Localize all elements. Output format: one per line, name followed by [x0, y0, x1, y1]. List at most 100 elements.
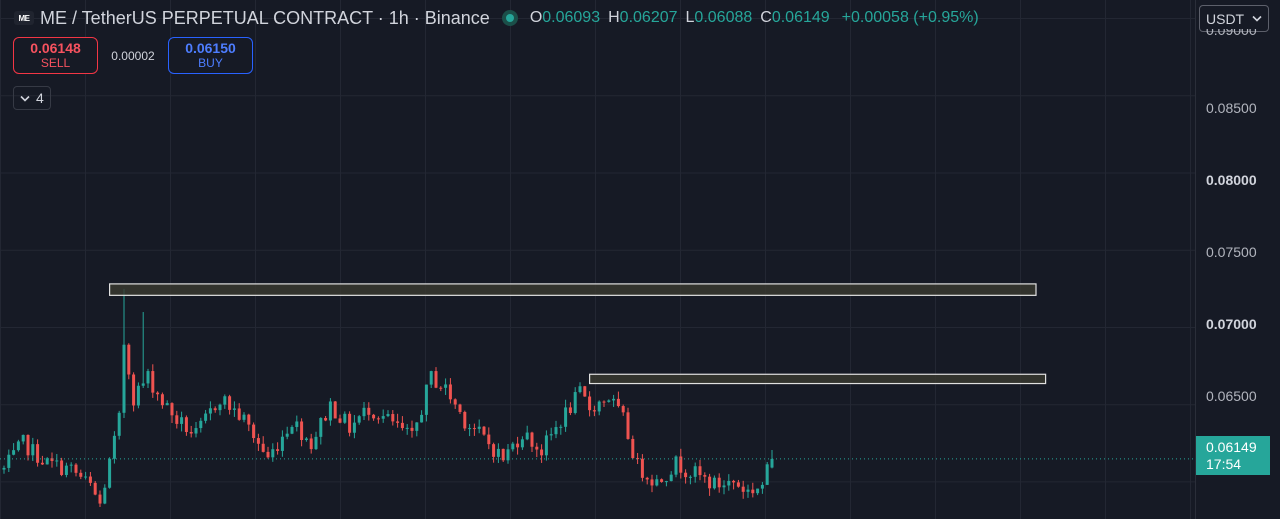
ohlc-values: O0.06093 H0.06207 L0.06088 C0.06149 +0.0…	[530, 9, 979, 27]
sell-label: SELL	[40, 55, 71, 70]
candle-body	[60, 460, 64, 475]
candle-body	[204, 413, 208, 421]
chart-grid	[0, 0, 1195, 519]
spread-value: 0.00002	[111, 48, 155, 63]
candle-body	[180, 417, 184, 424]
trade-panel: 0.06148 SELL 0.00002 0.06150 BUY	[13, 37, 253, 74]
candle-body	[21, 434, 25, 442]
candle-body	[146, 371, 150, 384]
candle-body	[396, 421, 400, 423]
open-label: O	[529, 9, 543, 26]
candle-body	[79, 472, 83, 477]
open-value: 0.06093	[542, 9, 601, 26]
indicators-count: 4	[36, 90, 44, 106]
candle-body	[655, 479, 659, 486]
candle-body	[376, 418, 380, 420]
candle-body	[468, 428, 472, 430]
candle-body	[93, 482, 97, 495]
price-axis-label: 0.08500	[1206, 100, 1257, 116]
bar-countdown: 17:54	[1206, 456, 1242, 472]
candle-body	[607, 400, 611, 402]
candle-body	[501, 448, 505, 461]
high-value: 0.06207	[619, 9, 678, 26]
buy-price: 0.06150	[185, 40, 236, 57]
candle-body	[439, 387, 443, 389]
me-logo-icon: ME	[14, 11, 34, 25]
candle-body	[674, 456, 678, 475]
currency-select[interactable]: USDT	[1199, 5, 1269, 32]
candle-body	[588, 396, 592, 411]
candle-body	[242, 414, 246, 420]
candle-body	[237, 408, 241, 420]
candle-body	[751, 489, 755, 494]
candle-body	[40, 462, 44, 465]
candle-body	[189, 431, 193, 434]
chart-header: ME ME / TetherUS PERPETUAL CONTRACT · 1h…	[14, 6, 979, 30]
candle-body	[554, 427, 558, 435]
candle-body	[736, 482, 740, 487]
candle-body	[540, 449, 544, 456]
candle-body	[741, 486, 745, 492]
candle-body	[208, 408, 212, 414]
candle-body	[64, 465, 68, 475]
candle-body	[693, 466, 697, 477]
candle-body	[444, 384, 448, 388]
candle-body	[285, 433, 289, 437]
candle-body	[746, 489, 750, 492]
indicators-toggle-button[interactable]: 4	[13, 86, 51, 110]
symbol-title[interactable]: ME / TetherUS PERPETUAL CONTRACT · 1h · …	[40, 7, 490, 28]
candle-body	[98, 494, 102, 504]
high-label: H	[608, 9, 620, 26]
candles	[2, 288, 774, 508]
candle-body	[669, 474, 673, 482]
candle-body	[333, 401, 337, 419]
candle-body	[132, 374, 136, 406]
candle-body	[660, 479, 664, 482]
candle-body	[271, 449, 275, 458]
candle-body	[520, 439, 524, 448]
sell-price: 0.06148	[30, 40, 81, 57]
candle-body	[127, 344, 131, 375]
candle-body	[544, 435, 548, 456]
sell-button[interactable]: 0.06148 SELL	[13, 37, 98, 74]
supply-zone-rectangle	[588, 373, 1047, 385]
candle-body	[295, 421, 299, 427]
candle-body	[597, 401, 601, 412]
candle-body	[232, 408, 236, 410]
candle-body	[453, 399, 457, 405]
candle-body	[160, 394, 164, 406]
candle-body	[7, 454, 11, 468]
candle-body	[304, 438, 308, 441]
candle-body	[684, 472, 688, 478]
chevron-down-icon	[20, 95, 30, 102]
candle-body	[645, 477, 649, 480]
candle-body	[616, 398, 620, 407]
candle-body	[348, 413, 352, 433]
buy-label: BUY	[198, 55, 223, 70]
price-axis-label: 0.06500	[1206, 388, 1257, 404]
candle-body	[84, 476, 88, 478]
candle-body	[300, 421, 304, 441]
candle-body	[535, 446, 539, 450]
candle-body	[55, 460, 59, 462]
candle-body	[770, 458, 774, 468]
candle-body	[372, 414, 376, 419]
candle-body	[482, 426, 486, 435]
buy-button[interactable]: 0.06150 BUY	[168, 37, 253, 74]
candle-body	[319, 417, 323, 437]
candle-body	[760, 484, 764, 489]
candle-body	[74, 464, 78, 473]
candle-body	[314, 436, 318, 450]
candle-body	[194, 428, 198, 434]
price-axis-label: 0.09000	[1206, 29, 1257, 38]
candle-body	[386, 414, 390, 417]
supply-zone-rectangle	[108, 283, 1037, 296]
last-price-value: 0.06149	[1206, 439, 1257, 455]
candle-body	[12, 450, 16, 455]
candle-body	[626, 412, 630, 439]
candle-body	[410, 427, 414, 431]
candle-body	[578, 386, 582, 393]
candle-body	[664, 481, 668, 483]
chevron-down-icon	[1252, 15, 1262, 22]
